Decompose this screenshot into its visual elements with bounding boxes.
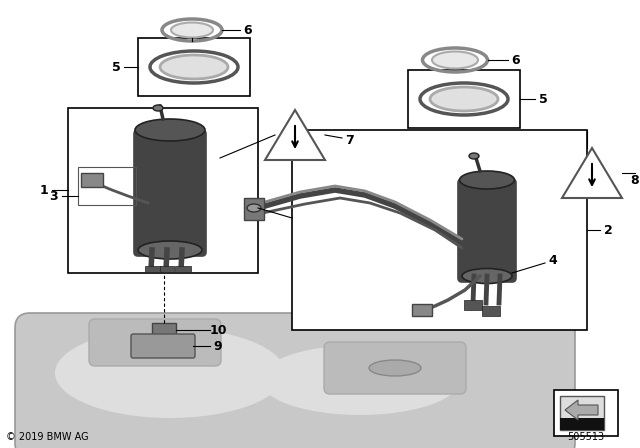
Bar	[138, 38, 250, 96]
Bar	[408, 70, 520, 128]
Text: 4: 4	[548, 254, 557, 267]
Polygon shape	[562, 148, 622, 198]
Text: 10: 10	[209, 323, 227, 336]
Ellipse shape	[55, 328, 285, 418]
Ellipse shape	[460, 171, 515, 189]
Bar	[145, 266, 161, 272]
Ellipse shape	[160, 55, 228, 79]
Text: 1: 1	[40, 184, 49, 197]
Text: © 2019 BMW AG: © 2019 BMW AG	[6, 432, 88, 442]
Ellipse shape	[135, 119, 205, 141]
FancyBboxPatch shape	[458, 179, 516, 282]
FancyBboxPatch shape	[89, 319, 221, 366]
FancyBboxPatch shape	[131, 334, 195, 358]
FancyBboxPatch shape	[134, 130, 206, 256]
Bar	[175, 266, 191, 272]
Bar	[560, 396, 604, 430]
Text: 505513: 505513	[568, 432, 605, 442]
Ellipse shape	[462, 268, 512, 284]
Bar	[81, 173, 103, 187]
Ellipse shape	[260, 345, 460, 415]
Ellipse shape	[137, 336, 189, 352]
Bar	[160, 266, 174, 272]
Bar	[78, 167, 136, 205]
Polygon shape	[565, 400, 598, 420]
Bar	[554, 390, 618, 436]
Bar	[292, 130, 587, 330]
FancyBboxPatch shape	[324, 342, 466, 394]
Bar	[412, 304, 432, 316]
Ellipse shape	[153, 105, 163, 111]
Text: 5: 5	[539, 92, 547, 105]
Bar	[560, 418, 604, 430]
Ellipse shape	[247, 204, 261, 212]
Ellipse shape	[171, 22, 213, 38]
Bar	[464, 300, 482, 310]
Text: 8: 8	[630, 173, 639, 186]
Bar	[244, 198, 264, 220]
Bar	[482, 306, 500, 316]
Text: 5: 5	[111, 60, 120, 73]
Polygon shape	[265, 110, 325, 160]
Text: 6: 6	[244, 23, 252, 36]
Bar	[152, 323, 176, 338]
Text: 9: 9	[214, 340, 222, 353]
Ellipse shape	[432, 52, 478, 69]
Text: 6: 6	[512, 53, 520, 66]
Text: 7: 7	[346, 134, 355, 146]
Ellipse shape	[138, 241, 202, 259]
Ellipse shape	[430, 87, 498, 111]
Ellipse shape	[469, 153, 479, 159]
Text: 2: 2	[604, 224, 612, 237]
Ellipse shape	[369, 360, 421, 376]
FancyBboxPatch shape	[15, 313, 575, 448]
Text: 3: 3	[50, 190, 58, 202]
Bar	[68, 108, 258, 273]
